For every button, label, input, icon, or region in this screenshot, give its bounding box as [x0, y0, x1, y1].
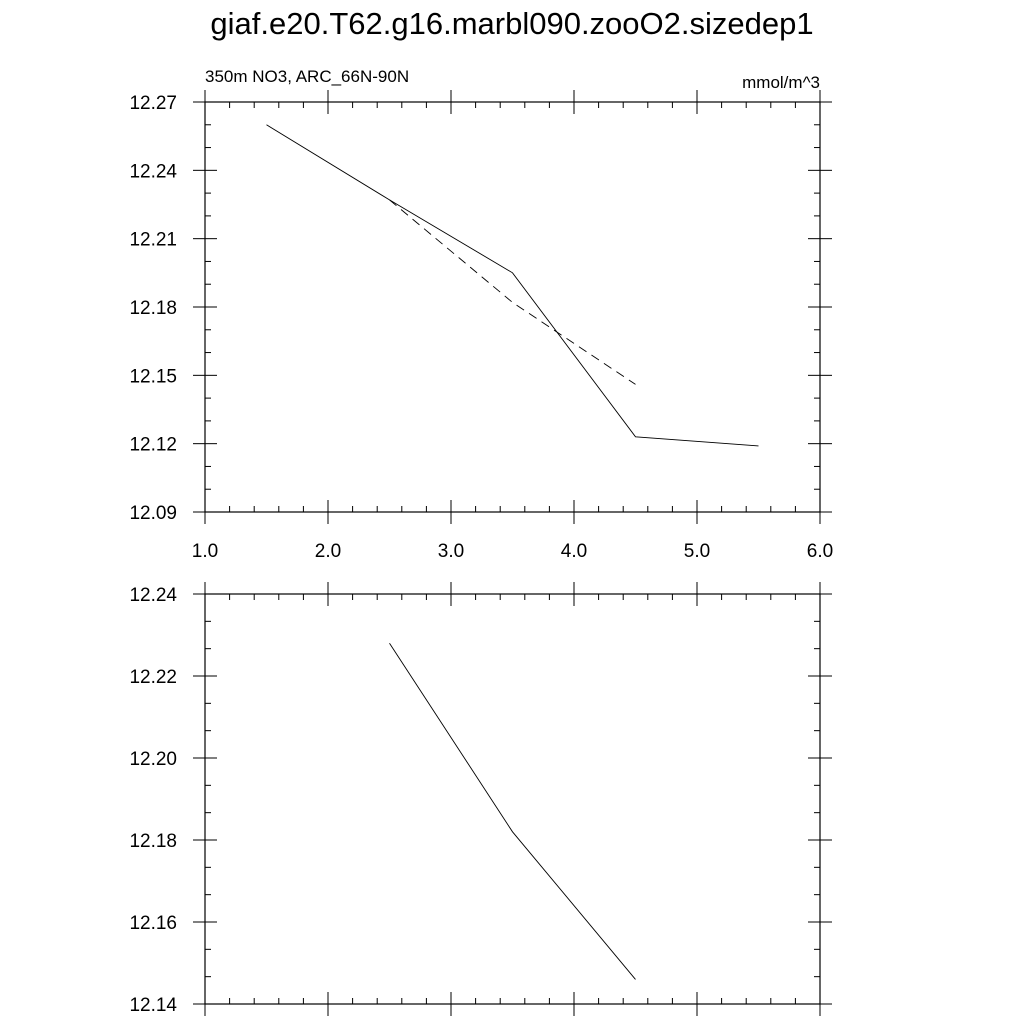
x-tick-label: 2.0: [315, 541, 341, 562]
unit-label: mmol/m^3: [742, 73, 820, 92]
left-label: 350m NO3, ARC_66N-90N: [205, 67, 409, 86]
page-title: giaf.e20.T62.g16.marbl090.zooO2.sizedep1: [210, 6, 814, 41]
plot-frame-2: [204, 593, 821, 1005]
y-tick-label: 12.15: [129, 366, 177, 387]
y-tick-label: 12.14: [129, 995, 177, 1016]
y-tick-label: 12.27: [129, 93, 177, 114]
y-tick-label: 12.16: [129, 913, 177, 934]
x-tick-label: 6.0: [807, 541, 833, 562]
y-tick-label: 12.21: [129, 230, 177, 251]
y-tick-label: 12.18: [129, 831, 177, 852]
series-line-2-1: [389, 642, 636, 980]
y-tick-label: 12.24: [129, 161, 177, 182]
y-tick-label: 12.12: [129, 435, 177, 456]
x-tick-label: 1.0: [192, 541, 218, 562]
y-tick-label: 12.09: [129, 503, 177, 524]
x-tick-label: 5.0: [684, 541, 710, 562]
y-tick-label: 12.22: [129, 667, 177, 688]
series-line-1-1: [266, 124, 759, 447]
plot-frame-1: [204, 101, 821, 513]
y-tick-label: 12.18: [129, 298, 177, 319]
x-tick-label: 4.0: [561, 541, 587, 562]
series-line-1-2: [389, 199, 636, 385]
x-tick-label: 3.0: [438, 541, 464, 562]
y-tick-label: 12.24: [129, 585, 177, 606]
y-tick-label: 12.20: [129, 749, 177, 770]
